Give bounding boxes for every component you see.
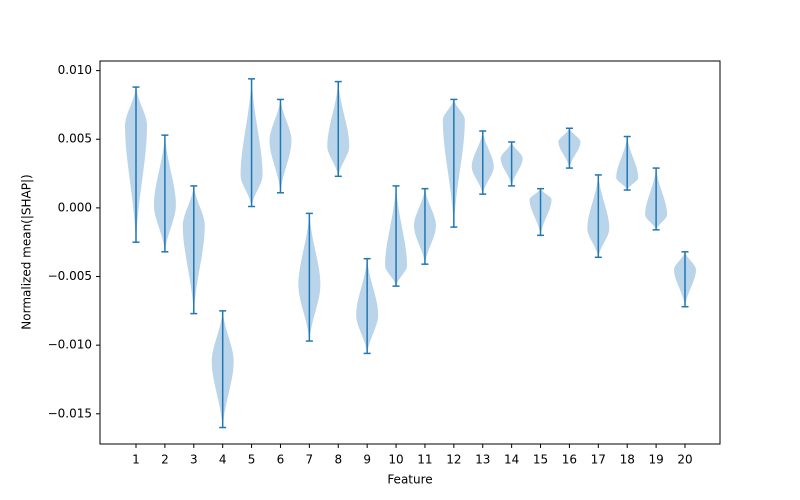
- x-tick-label: 19: [648, 453, 663, 467]
- y-tick-label: 0.010: [58, 63, 92, 77]
- plot-frame: [99, 60, 721, 445]
- x-tick-label: 12: [446, 453, 461, 467]
- x-tick-label: 9: [363, 453, 371, 467]
- x-tick-label: 16: [562, 453, 577, 467]
- x-tick-label: 20: [677, 453, 692, 467]
- y-axis-label: Normalized mean(|SHAP|): [20, 174, 34, 329]
- x-tick-label: 8: [334, 453, 342, 467]
- x-tick-label: 10: [388, 453, 403, 467]
- y-tick-label: −0.010: [48, 338, 92, 352]
- x-tick-label: 13: [475, 453, 490, 467]
- y-tick-label: −0.005: [48, 269, 92, 283]
- x-tick-label: 3: [190, 453, 198, 467]
- x-tick-label: 6: [277, 453, 285, 467]
- y-tick-label: 0.000: [58, 200, 92, 214]
- x-tick-label: 2: [161, 453, 169, 467]
- x-tick-label: 4: [219, 453, 227, 467]
- x-tick-label: 14: [504, 453, 519, 467]
- x-tick-label: 5: [248, 453, 256, 467]
- x-tick-label: 18: [620, 453, 635, 467]
- x-tick-label: 17: [591, 453, 606, 467]
- x-axis-label: Feature: [387, 473, 432, 487]
- y-tick-label: −0.015: [48, 406, 92, 420]
- y-tick-label: 0.005: [58, 132, 92, 146]
- x-tick-label: 11: [417, 453, 432, 467]
- x-tick-label: 15: [533, 453, 548, 467]
- x-tick-label: 7: [306, 453, 314, 467]
- x-tick-label: 1: [132, 453, 140, 467]
